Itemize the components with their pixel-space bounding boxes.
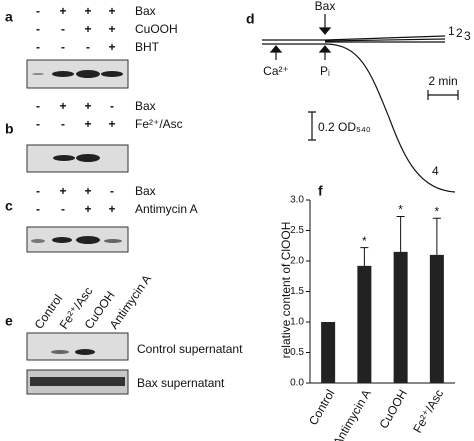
bar xyxy=(393,251,408,383)
sign: + xyxy=(84,22,91,36)
panel-label: b xyxy=(5,121,14,137)
trace-label: 4 xyxy=(432,164,439,178)
sign: - xyxy=(36,22,40,36)
row-label: Bax xyxy=(135,184,156,198)
row-label: BHT xyxy=(135,40,160,54)
arrow xyxy=(318,45,332,53)
band xyxy=(75,349,95,355)
annotation: * xyxy=(435,204,440,218)
annotation: * xyxy=(398,203,403,217)
band xyxy=(53,155,75,161)
trace xyxy=(324,35,446,41)
band xyxy=(76,154,100,162)
od-scale xyxy=(308,111,316,141)
band xyxy=(51,350,69,354)
sign: - xyxy=(36,184,40,198)
sign: + xyxy=(84,117,91,131)
panel-label: f xyxy=(318,183,323,199)
row-label: Bax xyxy=(135,4,156,18)
panel-label: c xyxy=(5,198,13,214)
sign: + xyxy=(108,4,115,18)
trace xyxy=(324,43,456,193)
y-axis-label: relative content of ClOOH xyxy=(279,222,293,359)
sign: + xyxy=(59,184,66,198)
sign: + xyxy=(59,4,66,18)
sign: - xyxy=(61,40,65,54)
label: Ca²⁺ xyxy=(263,64,289,78)
error-bar xyxy=(360,247,369,266)
band xyxy=(52,71,74,77)
sign: - xyxy=(36,40,40,54)
bar xyxy=(357,265,372,383)
label: 0.2 OD₅₄₀ xyxy=(318,120,371,134)
sign: - xyxy=(61,22,65,36)
y-tick-label: 0.0 xyxy=(290,378,304,389)
band xyxy=(104,239,122,243)
row-label: Fe²⁺/Asc xyxy=(135,117,183,131)
sign: + xyxy=(108,202,115,216)
sign: + xyxy=(84,4,91,18)
sign: + xyxy=(59,99,66,113)
label: Bax supernatant xyxy=(137,376,225,390)
arrow xyxy=(318,27,332,35)
trace-label: 3 xyxy=(464,29,471,43)
band xyxy=(30,377,125,386)
sign: - xyxy=(36,202,40,216)
y-tick-label: 0.5 xyxy=(290,347,304,358)
blot-e1 xyxy=(26,332,129,361)
label: Control supernatant xyxy=(137,342,243,356)
sign: - xyxy=(110,184,114,198)
sign: - xyxy=(36,117,40,131)
band xyxy=(76,70,100,78)
band xyxy=(52,237,72,243)
x-tick-label: CuOOH xyxy=(377,387,410,431)
arrow xyxy=(269,45,283,53)
row-label: Antimycin A xyxy=(135,202,198,216)
sign: + xyxy=(108,40,115,54)
sign: + xyxy=(108,117,115,131)
y-tick-label: 1.0 xyxy=(290,317,304,328)
row-label: Bax xyxy=(135,99,156,113)
y-tick-label: 1.5 xyxy=(290,286,304,297)
bands xyxy=(30,70,125,386)
sign: - xyxy=(36,99,40,113)
sign: + xyxy=(84,184,91,198)
x-tick-label: Fe²⁺/Asc xyxy=(410,387,446,435)
sign: + xyxy=(108,22,115,36)
sign: - xyxy=(36,4,40,18)
error-bar xyxy=(396,215,405,252)
label: Pᵢ xyxy=(320,64,330,78)
band xyxy=(32,73,44,75)
band xyxy=(31,239,45,243)
sign: + xyxy=(84,99,91,113)
label: Bax xyxy=(315,0,336,13)
y-tick-label: 3.0 xyxy=(290,195,304,206)
trace-label: 1 xyxy=(448,24,455,38)
label: 2 min xyxy=(428,74,457,88)
time-scale xyxy=(427,90,459,100)
trace xyxy=(324,38,446,42)
x-tick-label: Control xyxy=(306,387,337,428)
bar xyxy=(429,254,444,383)
trace-label: 2 xyxy=(456,26,463,40)
bar xyxy=(321,322,336,383)
y-tick-label: 2.5 xyxy=(290,225,304,236)
kinetics xyxy=(262,14,459,193)
sign: - xyxy=(61,202,65,216)
band xyxy=(101,71,123,77)
row-label: CuOOH xyxy=(135,22,178,36)
error-bar xyxy=(432,217,441,255)
y-tick-label: 2.0 xyxy=(290,256,304,267)
panel-label: a xyxy=(5,9,13,25)
sign: - xyxy=(61,117,65,131)
panel-label: d xyxy=(246,11,255,27)
sign: - xyxy=(110,99,114,113)
sign: + xyxy=(84,202,91,216)
sign: - xyxy=(86,40,90,54)
panel-label: e xyxy=(5,313,13,329)
annotation: * xyxy=(362,234,367,248)
band xyxy=(76,236,100,244)
